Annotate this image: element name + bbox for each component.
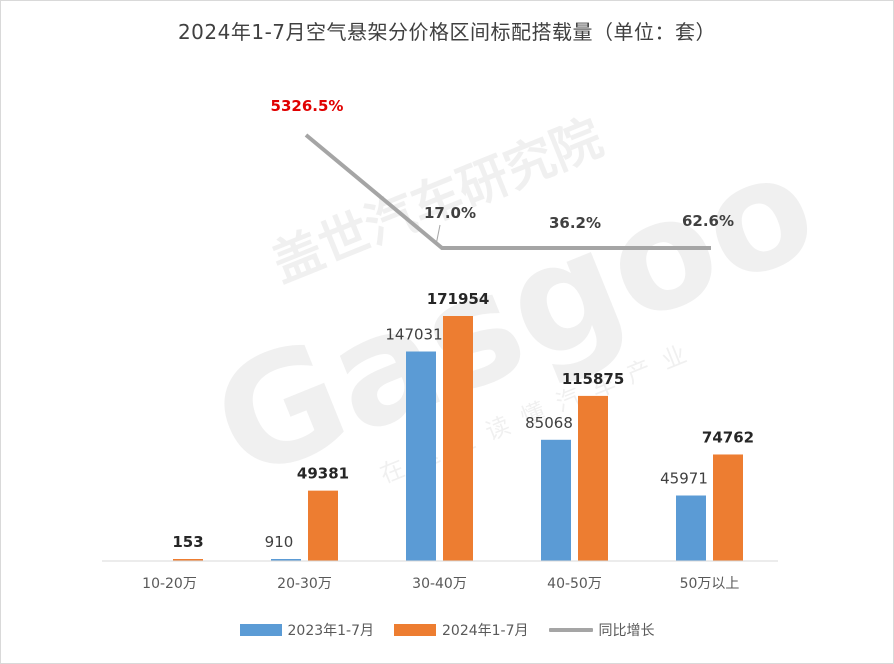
labels-layer: 910 147031 85068 45971 153 49381 171954 115875 7… [172,97,754,551]
growth-value-label: 5326.5% [271,97,344,115]
x-tick-label: 30-40万 [412,576,467,592]
x-tick-label: 40-50万 [547,576,602,592]
bar-value-label: 910 [265,533,294,551]
legend-label-2023: 2023年1-7月 [287,623,375,639]
bar-value-label: 74762 [702,428,754,446]
x-tick-labels: 10-20万 20-30万 30-40万 40-50万 50万以上 [142,576,739,592]
x-tick-label: 10-20万 [142,576,197,592]
bar-value-label: 171954 [427,290,490,308]
legend-item-2024: 2024年1-7月 [394,620,529,640]
bar-value-label: 45971 [660,470,708,488]
growth-label-leader [435,224,441,246]
bar-value-label: 49381 [297,465,349,483]
bar-2023 [541,439,571,561]
growth-value-label: 62.6% [682,212,734,230]
bar-value-label: 147031 [385,326,442,344]
bar-2023 [676,495,706,561]
legend-swatch-2023 [239,624,282,636]
growth-value-label: 36.2% [549,214,601,232]
chart-title: 2024年1-7月空气悬架分价格区间标配搭载量（单位：套） [177,20,717,44]
legend-label-growth: 同比增长 [598,623,655,639]
bar-2023 [406,351,436,561]
bar-2024 [308,490,338,561]
legend-label-2024: 2024年1-7月 [442,623,529,639]
bar-2024 [443,316,473,561]
growth-line [304,133,711,250]
x-tick-label: 20-30万 [277,576,332,592]
legend: 2023年1-7月 2024年1-7月 同比增长 [0,620,894,640]
bar-2024 [173,559,203,561]
growth-line-layer [304,133,711,250]
growth-value-label: 17.0% [424,204,476,222]
legend-swatch-2024 [394,624,436,636]
legend-item-2023: 2023年1-7月 [239,620,375,640]
bar-value-label: 115875 [562,370,625,388]
legend-item-growth: 同比增长 [548,620,655,640]
bar-2024 [578,395,608,561]
bar-value-label: 85068 [525,414,573,432]
legend-swatch-growth [548,628,593,632]
bar-2023 [271,559,301,561]
bar-2024 [713,454,743,561]
bar-value-label: 153 [172,533,203,551]
x-tick-label: 50万以上 [680,576,740,592]
bars-layer [173,316,743,561]
